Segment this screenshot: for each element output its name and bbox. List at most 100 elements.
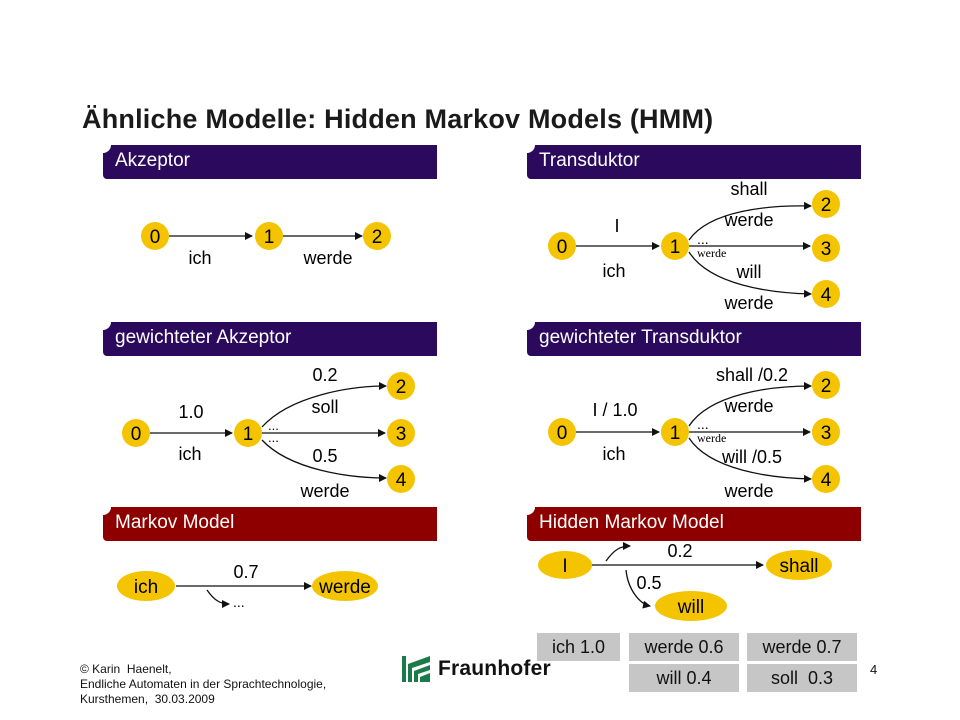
gew-transduktor-label-werde-upper: werde [723,396,773,416]
transduktor-label-will: will [736,262,762,282]
transduktor-state-3-label: 3 [821,239,832,260]
hmm-emission-i: ich 1.0 [537,633,620,661]
footer-author: © Karin Haenelt, [80,662,172,676]
footer-date: Kursthemen, 30.03.2009 [80,692,215,706]
section-hidden-markov-model: Hidden Markov Model [527,507,861,541]
gew-akzeptor-label-1-0: 1.0 [178,402,203,422]
hmm-emission-shall-werde: werde 0.7 [747,633,857,661]
transduktor-state-3 [812,234,840,262]
fraunhofer-logo-text: Fraunhofer [438,657,551,680]
gew-transduktor-state-4-label: 4 [821,470,832,491]
gew-akzeptor-edge-soll [261,382,387,428]
akzeptor-label-werde: werde [302,248,352,268]
transduktor-label-shall: shall [730,179,767,199]
gew-transduktor-state-1 [661,418,689,446]
transduktor-state-4 [812,280,840,308]
akzeptor-state-0 [141,222,169,250]
gew-transduktor-label-werde-lower: werde [723,481,773,501]
fraunhofer-logo: Fraunhofer [402,652,551,686]
transduktor-state-4-label: 4 [821,285,832,306]
akzeptor-state-1 [255,222,283,250]
hmm-state-i [538,551,592,579]
transduktor-state-1-label: 1 [670,237,681,258]
gew-transduktor-edge-will [688,437,812,483]
gew-akzeptor-state-0 [122,419,150,447]
hmm-emission-will-will: will 0.4 [629,664,739,692]
gew-transduktor-state-3-label: 3 [821,423,832,444]
gew-transduktor-state-3 [812,418,840,446]
hmm-state-shall-label: shall [779,556,818,577]
gew-akzeptor-state-2 [387,372,415,400]
gew-akzeptor-state-1 [234,419,262,447]
markov-state-ich-label: ich [134,577,158,598]
akzeptor-label-ich: ich [188,248,211,268]
akzeptor-state-2 [363,222,391,250]
hmm-state-i-label: I [562,556,567,577]
gew-akzeptor-edge-werde [261,439,387,482]
markov-state-werde [312,571,378,601]
gewichteter-akzeptor-diagram: 0 1 2 3 4 1.0 ich 0.2 soll ... ... 0.5 w… [122,365,415,501]
transduktor-state-2 [812,190,840,218]
hmm-state-will [655,591,727,621]
slide-title: Ähnliche Modelle: Hidden Markov Models (… [82,104,714,134]
gew-akzeptor-label-dots-2: ... [268,430,279,445]
section-gewichteter-akzeptor: gewichteter Akzeptor [103,322,437,356]
hidden-markov-model-diagram: I shall will 0.2 0.5 [538,541,832,621]
gew-akzeptor-label-soll: soll [311,397,338,417]
gew-transduktor-label-will: will /0.5 [721,447,782,467]
section-akzeptor: Akzeptor [103,145,437,179]
markov-state-ich [117,571,175,601]
hmm-emission-shall-soll: soll 0.3 [747,664,857,692]
footer: © Karin Haenelt, Endliche Automaten in d… [80,662,326,707]
gew-akzeptor-state-3 [387,419,415,447]
gew-akzeptor-label-0-2: 0.2 [312,365,337,385]
hmm-state-shall [766,550,832,580]
markov-edge-dots [206,589,230,608]
markov-label-dots: ... [233,594,245,610]
transduktor-label-werde-lower: werde [723,293,773,313]
gew-akzeptor-state-2-label: 2 [396,377,407,398]
gew-transduktor-label-werde-middle: werde [697,431,726,445]
hmm-edge-loop [605,542,631,562]
gewichteter-transduktor-diagram: 0 1 2 3 4 I / 1.0 ich shall /0.2 werde .… [548,365,840,501]
transduktor-edge-will [688,251,812,298]
hmm-label-0-2: 0.2 [667,541,692,561]
akzeptor-state-1-label: 1 [264,227,275,248]
transduktor-label-werde-middle: werde [697,246,726,260]
gew-transduktor-label-ich: ich [602,444,625,464]
gew-transduktor-state-2-label: 2 [821,376,832,397]
hmm-edge-will [625,569,651,609]
markov-model-diagram: ich werde 0.7 ... [117,562,378,610]
gew-transduktor-label-shall: shall /0.2 [716,365,788,385]
transduktor-edge-shall [688,201,812,241]
gew-transduktor-state-1-label: 1 [670,423,681,444]
gew-transduktor-label-dots: ... [697,416,709,432]
gew-akzeptor-label-dots-1: ... [268,418,279,433]
transduktor-state-0-label: 0 [557,237,568,258]
transduktor-label-i: I [614,216,619,236]
hmm-state-will-label: will [677,597,704,618]
transduktor-state-2-label: 2 [821,195,832,216]
transduktor-diagram: 0 1 2 3 4 I ich shall werde ... werde wi… [548,179,840,313]
markov-state-werde-label: werde [318,577,371,598]
gew-akzeptor-state-4 [387,465,415,493]
hmm-label-0-5: 0.5 [636,573,661,593]
akzeptor-diagram: 0 1 2 ich werde [141,222,391,268]
fraunhofer-logo-icon [402,656,430,682]
akzeptor-state-0-label: 0 [150,227,161,248]
section-gewichteter-transduktor: gewichteter Transduktor [527,322,861,356]
gew-akzeptor-label-ich: ich [178,444,201,464]
gew-transduktor-state-0 [548,418,576,446]
gew-transduktor-label-i-1-0: I / 1.0 [592,400,637,420]
markov-label-0-7: 0.7 [233,562,258,582]
akzeptor-state-2-label: 2 [372,227,383,248]
gew-akzeptor-state-1-label: 1 [243,424,254,445]
gew-akzeptor-state-4-label: 4 [396,470,407,491]
transduktor-label-ich: ich [602,261,625,281]
gew-transduktor-state-4 [812,465,840,493]
gew-akzeptor-state-3-label: 3 [396,424,407,445]
transduktor-label-werde-upper: werde [723,210,773,230]
transduktor-label-dots: ... [697,231,709,247]
footer-course: Endliche Automaten in der Sprachtechnolo… [80,677,327,691]
